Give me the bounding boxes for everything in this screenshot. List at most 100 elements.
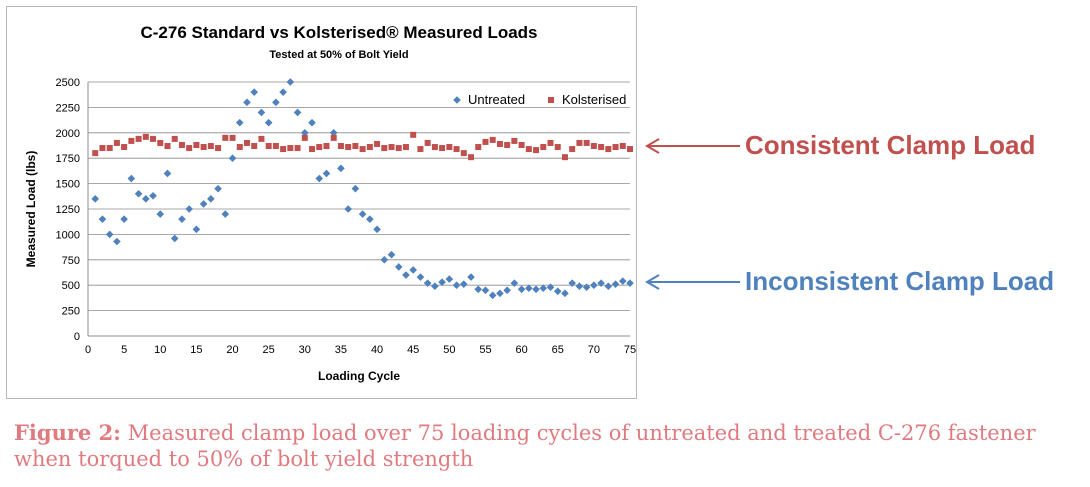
kolsterised-point — [99, 145, 106, 152]
x-tick-label: 60 — [515, 344, 527, 356]
kolsterised-point — [222, 134, 229, 141]
untreated-point — [618, 277, 627, 285]
kolsterised-point — [460, 150, 467, 157]
untreated-point — [127, 174, 136, 183]
kolsterised-point — [229, 134, 236, 141]
untreated-point — [387, 250, 396, 259]
untreated-point — [351, 184, 360, 193]
untreated-point — [344, 205, 352, 213]
y-tick-label: 0 — [74, 331, 80, 343]
untreated-point — [590, 281, 598, 289]
kolsterised-point — [482, 138, 489, 145]
kolsterised-point — [569, 146, 576, 153]
untreated-point — [561, 289, 569, 298]
kolsterised-point — [504, 141, 511, 148]
kolsterised-point — [92, 150, 99, 157]
y-tick-label: 500 — [62, 280, 80, 292]
kolsterised-point — [236, 144, 243, 151]
kolsterised-point — [583, 139, 590, 146]
kolsterised-point — [178, 141, 185, 148]
kolsterised-point — [605, 146, 612, 153]
untreated-point — [178, 215, 186, 223]
untreated-point — [142, 195, 150, 203]
kolsterised-point — [106, 145, 113, 152]
kolsterised-point — [171, 135, 178, 142]
untreated-point — [488, 291, 497, 300]
x-tick-label: 20 — [226, 344, 238, 356]
kolsterised-point — [272, 143, 279, 150]
kolsterised-point — [410, 131, 417, 138]
untreated-point — [207, 195, 215, 203]
kolsterised-point — [439, 145, 446, 152]
kolsterised-point — [207, 143, 214, 150]
kolsterised-point — [200, 144, 207, 151]
untreated-point — [113, 237, 121, 246]
untreated-point — [221, 210, 230, 218]
kolsterised-point — [251, 143, 258, 150]
kolsterised-point — [121, 144, 128, 151]
x-tick-label: 35 — [335, 344, 347, 356]
figure-caption: Figure 2: Measured clamp load over 75 lo… — [14, 420, 1074, 472]
kolsterised-point — [186, 145, 193, 152]
kolsterised-point — [576, 139, 583, 146]
kolsterised-point — [215, 145, 222, 152]
x-tick-label: 15 — [190, 344, 202, 356]
kolsterised-point — [287, 145, 294, 152]
kolsterised-point — [598, 144, 605, 151]
y-tick-label: 1750 — [56, 153, 80, 165]
untreated-point — [134, 189, 143, 198]
kolsterised-point — [337, 143, 344, 150]
kolsterised-point — [301, 134, 308, 141]
untreated-point — [156, 210, 165, 218]
untreated-point — [170, 234, 179, 243]
kolsterised-point — [424, 139, 431, 146]
kolsterised-point — [352, 143, 359, 150]
untreated-point — [568, 279, 576, 287]
caption-label: Figure 2: — [14, 420, 121, 445]
x-tick-label: 55 — [479, 344, 491, 356]
untreated-point — [272, 98, 280, 107]
untreated-point — [120, 215, 128, 223]
kolsterised-point — [496, 140, 503, 147]
untreated-point — [98, 215, 107, 223]
untreated-point — [416, 273, 425, 281]
kolsterised-point — [627, 146, 633, 153]
x-tick-label: 0 — [85, 344, 91, 356]
legend-label-untreated: Untreated — [468, 92, 525, 107]
kolsterised-point — [243, 139, 250, 146]
untreated-point — [105, 230, 114, 239]
untreated-point — [214, 184, 222, 193]
kolsterised-point — [431, 144, 438, 151]
kolsterised-point — [280, 146, 287, 153]
untreated-point — [286, 78, 295, 86]
kolsterised-point — [468, 154, 475, 161]
kolsterised-point — [619, 143, 626, 150]
kolsterised-point — [309, 146, 316, 153]
consistent-clamp-load-label: Consistent Clamp Load — [745, 130, 1036, 160]
kolsterised-point — [533, 147, 540, 154]
kolsterised-point — [547, 139, 554, 146]
kolsterised-point — [294, 145, 301, 152]
kolsterised-point — [612, 144, 619, 151]
y-tick-label: 2000 — [56, 128, 80, 140]
legend-label-kolsterised: Kolsterised — [562, 92, 626, 107]
kolsterised-point — [323, 143, 330, 150]
x-tick-label: 45 — [407, 344, 419, 356]
y-tick-label: 750 — [62, 255, 80, 267]
untreated-point — [373, 225, 381, 234]
legend-marker-untreated — [453, 96, 461, 104]
untreated-point — [228, 154, 237, 162]
untreated-point — [611, 280, 620, 288]
untreated-point — [597, 279, 605, 287]
x-tick-label: 70 — [588, 344, 600, 356]
x-tick-label: 40 — [371, 344, 383, 356]
untreated-point — [553, 287, 562, 296]
kolsterised-point — [395, 145, 402, 152]
kolsterised-point — [345, 144, 352, 151]
kolsterised-point — [475, 144, 482, 151]
untreated-point — [315, 174, 324, 183]
untreated-point — [322, 169, 331, 178]
untreated-point — [582, 283, 591, 292]
x-tick-label: 50 — [443, 344, 455, 356]
kolsterised-point — [518, 141, 525, 148]
